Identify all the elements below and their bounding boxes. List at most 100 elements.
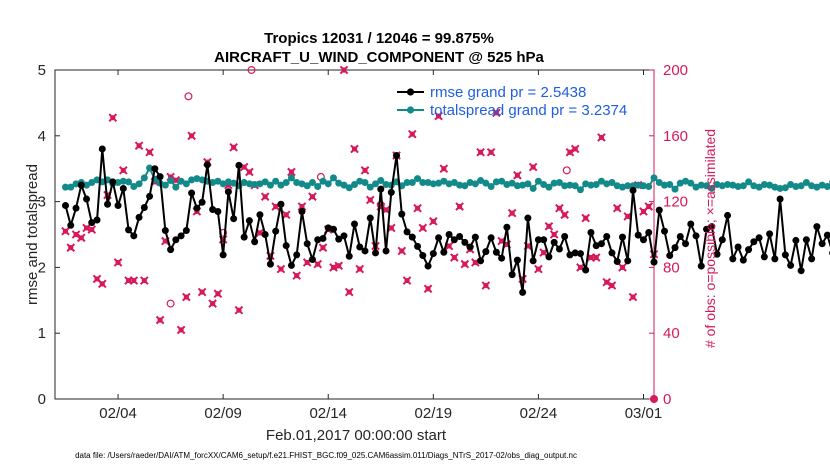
obs-x-core [499, 238, 505, 244]
obs-x-core [409, 131, 415, 137]
totalspread-point [83, 181, 91, 189]
rmse-point [808, 255, 816, 263]
rmse-point [324, 224, 332, 232]
obs-x-core [625, 213, 631, 220]
totalspread-point [324, 180, 332, 188]
rmse-point [555, 245, 563, 253]
obs-assimilated-marker [276, 264, 286, 274]
obs-possible-marker [166, 299, 175, 308]
totalspread-point [687, 179, 695, 187]
totalspread-point [508, 179, 516, 187]
obs-assimilated-marker [591, 253, 601, 262]
totalspread-point [503, 180, 511, 188]
rmse-point [125, 226, 133, 234]
rmse-point [298, 207, 306, 215]
totalspread-point [445, 180, 453, 188]
totalspread-point [592, 180, 600, 188]
rmse-point [682, 240, 690, 248]
totalspread-point [161, 181, 169, 189]
obs-assimilated-marker [602, 277, 612, 287]
rmse-point [708, 223, 716, 231]
obs-assimilated-marker [618, 263, 627, 272]
totalspread-point [209, 179, 217, 187]
totalspread-point [697, 181, 705, 189]
rmse-point [167, 246, 175, 254]
rmse-point [293, 251, 301, 259]
rmse-point [734, 243, 742, 251]
axis-ticks: 02/04 02/09 02/14 02/19 02/24 03/010123450408… [38, 62, 688, 422]
totalspread-point [461, 182, 469, 190]
totalspread-point [540, 180, 548, 188]
y-axis-right-label: # of obs: o=possible; ×=assimilated [702, 129, 718, 348]
obs-x-core [425, 286, 431, 292]
rmse-point [372, 249, 380, 257]
rmse-point [235, 161, 243, 169]
obs-assimilated-marker [455, 202, 464, 211]
rmse-point [519, 288, 527, 296]
obs-x-core [541, 249, 547, 256]
rmse-point [666, 252, 674, 260]
obs-assimilated-marker [597, 133, 606, 142]
rmse-point [477, 257, 485, 265]
rmse-point [466, 243, 474, 251]
totalspread-point [477, 177, 485, 185]
rmse-point [156, 173, 164, 181]
obs-assimilated-marker [318, 243, 328, 252]
rmse-point [524, 214, 532, 222]
totalspread-point [198, 176, 206, 184]
obs-x-core [388, 225, 394, 231]
rmse-point [62, 202, 70, 210]
rmse-point [676, 232, 684, 240]
legend-rmse-marker [406, 88, 415, 96]
obs-possible-marker [247, 65, 256, 74]
obs-assimilated-marker [281, 210, 291, 220]
obs-assimilated-marker [360, 166, 370, 175]
rmse-point [219, 251, 227, 259]
rmse-point [345, 252, 353, 260]
totalspread-point [797, 182, 805, 190]
obs-assimilated-marker [87, 225, 97, 234]
obs-assimilated-marker [140, 276, 149, 285]
y-tick-label-right: 120 [663, 194, 688, 211]
rmse-point [508, 271, 516, 279]
totalspread-point [639, 182, 647, 190]
obs-assimilated-marker [145, 147, 154, 157]
obs-x-core [68, 245, 74, 251]
obs-x-core [320, 245, 326, 251]
totalspread-point [492, 178, 500, 186]
rmse-point [146, 192, 154, 200]
rmse-point [93, 216, 101, 224]
obs-x-core [430, 218, 436, 224]
obs-assimilated-marker [486, 147, 496, 157]
obs-x-core [572, 146, 578, 152]
totalspread-point [650, 174, 658, 182]
obs-x-core [110, 115, 116, 121]
rmse-point [77, 181, 85, 189]
totalspread-point [167, 177, 175, 185]
totalspread-point [671, 185, 679, 193]
rmse-point [781, 251, 789, 259]
obs-x-core [351, 146, 358, 152]
obs-x-core [115, 259, 121, 266]
obs-x-core [556, 205, 563, 211]
y-tick-label: 1 [38, 325, 46, 342]
obs-x-core [73, 231, 79, 238]
obs-x-core [120, 167, 126, 173]
rmse-point [419, 252, 427, 260]
obs-assimilated-marker [292, 271, 302, 280]
totalspread-point [713, 180, 721, 188]
obs-x-core [236, 307, 242, 313]
totalspread-point [335, 179, 343, 187]
totalspread-point [597, 177, 605, 185]
obs-x-core [562, 212, 568, 218]
totalspread-point [545, 183, 553, 191]
obs-x-core [478, 149, 484, 155]
obs-assimilated-marker [108, 113, 118, 123]
totalspread-point [666, 180, 674, 188]
rmse-point [566, 251, 574, 259]
rmse-point [624, 257, 632, 265]
obs-x-core [94, 276, 100, 282]
obs-x-core [630, 294, 636, 300]
totalspread-point [718, 182, 726, 190]
